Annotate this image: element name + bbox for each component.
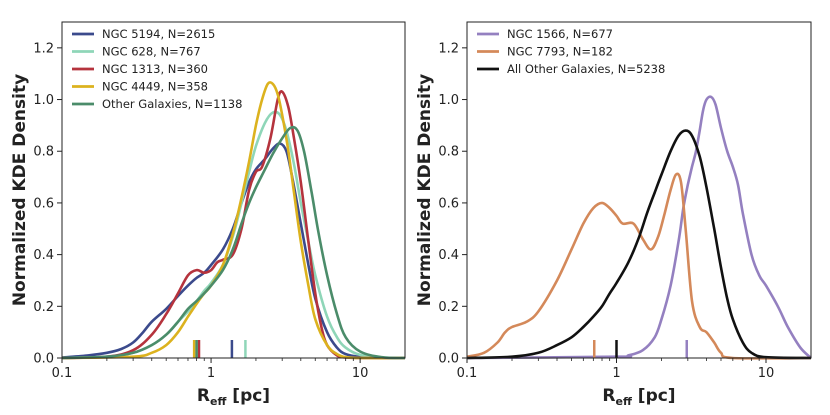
y-tick-label: 0.0 xyxy=(33,352,54,367)
series-line-ngc-1313-n-360 xyxy=(61,90,406,360)
x-tick-label: 10 xyxy=(352,366,369,381)
legend-label-ngc-4449-n-358: NGC 4449, N=358 xyxy=(102,80,208,94)
x-tick-label: 1 xyxy=(207,366,215,381)
legend-label-ngc-5194-n-2615: NGC 5194, N=2615 xyxy=(102,27,215,41)
y-tick-label: 0.6 xyxy=(33,196,54,211)
y-tick-label: 0.4 xyxy=(33,248,54,263)
series-line-all-other-galaxies-n-5238 xyxy=(466,129,812,360)
y-tick-label: 0.8 xyxy=(438,145,459,160)
series-line-ngc-4449-n-358 xyxy=(61,81,406,360)
y-tick-label: 0.8 xyxy=(33,145,54,160)
x-tick-label: 0.1 xyxy=(457,366,478,381)
y-tick-label: 1.0 xyxy=(33,93,54,108)
legend-label-all-other-galaxies-n-5238: All Other Galaxies, N=5238 xyxy=(507,62,665,76)
legend-label-other-galaxies-n-1138: Other Galaxies, N=1138 xyxy=(102,97,242,111)
y-tick-label: 1.0 xyxy=(438,93,459,108)
axes-frame xyxy=(466,21,812,359)
legend-label-ngc-1313-n-360: NGC 1313, N=360 xyxy=(102,62,208,76)
y-tick-label: 1.2 xyxy=(438,41,459,56)
y-axis-title: Normalized KDE Density xyxy=(10,74,30,306)
y-tick-label: 0.2 xyxy=(438,300,459,315)
legend-label-ngc-1566-n-677: NGC 1566, N=677 xyxy=(507,27,613,41)
legend-label-ngc-7793-n-182: NGC 7793, N=182 xyxy=(507,45,613,59)
legend-label-ngc-628-n-767: NGC 628, N=767 xyxy=(102,45,201,59)
y-axis-title: Normalized KDE Density xyxy=(415,74,435,306)
left-panel: 0.1 1 10 0.0 0.2 0.4 0.6 0.8 1.0 1.2 Reff [pc] Norm… xyxy=(10,21,406,408)
y-tick-label: 0.4 xyxy=(438,248,459,263)
y-tick-label: 1.2 xyxy=(33,41,54,56)
series-line-ngc-1566-n-677 xyxy=(466,95,812,360)
x-axis-title: Reff [pc] xyxy=(197,386,270,408)
right-panel: 0.1 1 10 0.0 0.2 0.4 0.6 0.8 1.0 1.2 Reff [pc] Norm… xyxy=(415,21,812,408)
y-tick-label: 0.2 xyxy=(33,300,54,315)
x-axis-title-subscript: eff xyxy=(210,395,226,408)
x-tick-label: 1 xyxy=(612,366,620,381)
x-axis-title-subscript: eff xyxy=(616,395,632,408)
axes-frame xyxy=(61,21,406,359)
x-tick-label: 0.1 xyxy=(52,366,73,381)
x-axis-title-main: R xyxy=(602,386,615,406)
y-tick-label: 0.6 xyxy=(438,196,459,211)
x-axis-title: Reff [pc] xyxy=(602,386,675,408)
x-axis-title-main: R xyxy=(197,386,210,406)
x-axis-title-unit: [pc] xyxy=(226,386,270,406)
x-axis-title-unit: [pc] xyxy=(632,386,676,406)
series-line-ngc-7793-n-182 xyxy=(466,172,812,360)
series-line-other-galaxies-n-1138 xyxy=(61,125,406,360)
x-tick-label: 10 xyxy=(758,366,775,381)
y-tick-label: 0.0 xyxy=(438,352,459,367)
